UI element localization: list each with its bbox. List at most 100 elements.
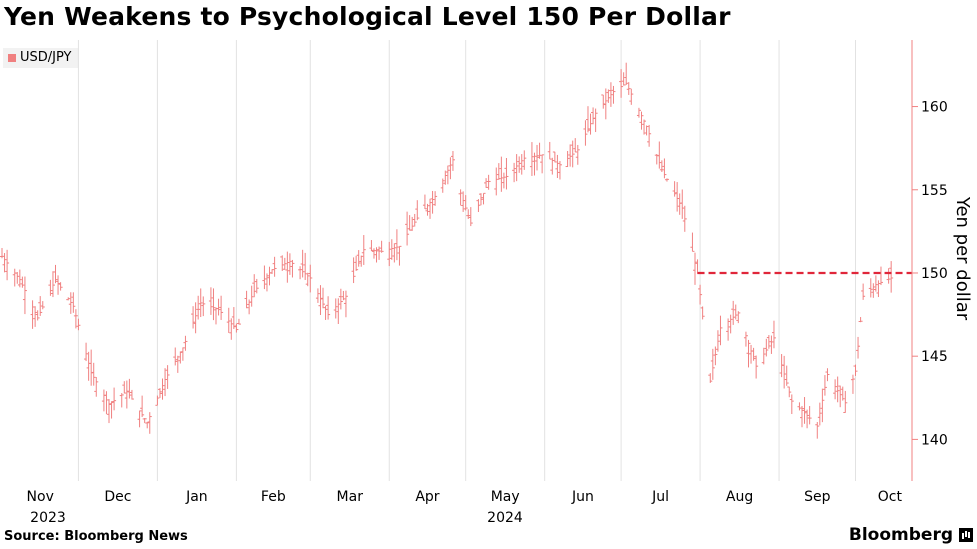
- price-bar: [466, 209, 471, 220]
- price-bar: [234, 323, 239, 333]
- price-bar: [805, 409, 810, 429]
- price-bar: [198, 288, 203, 318]
- x-tick-label: Jan: [185, 489, 208, 505]
- price-bar: [708, 373, 713, 383]
- price-bar: [532, 152, 537, 176]
- price-bar: [356, 250, 361, 267]
- price-bar: [448, 157, 453, 180]
- price-bar: [815, 422, 820, 439]
- price-bar: [751, 347, 756, 361]
- price-bar: [180, 347, 185, 361]
- price-bar: [461, 191, 466, 212]
- price-bar: [369, 240, 374, 252]
- price-bar: [570, 140, 575, 168]
- price-bar: [183, 335, 188, 351]
- price-bar: [303, 252, 308, 280]
- price-bar: [425, 203, 430, 216]
- price-bar: [611, 85, 616, 104]
- price-bar: [568, 144, 573, 167]
- price-bar: [733, 304, 738, 320]
- price-bar: [445, 165, 450, 185]
- price-bar: [354, 255, 359, 271]
- brand-name: Bloomberg: [848, 525, 953, 545]
- price-bar: [540, 154, 545, 174]
- price-bar: [333, 298, 338, 319]
- price-bar: [12, 268, 17, 287]
- price-bar: [501, 172, 506, 189]
- price-bar: [743, 331, 748, 347]
- price-bar: [833, 379, 838, 400]
- price-bar: [766, 335, 771, 349]
- price-bar: [450, 151, 455, 171]
- price-bar: [680, 189, 685, 219]
- price-bar: [856, 336, 861, 359]
- price-bar: [629, 88, 634, 105]
- price-bar: [173, 347, 178, 366]
- price-bar: [639, 111, 644, 130]
- y-tick-label: 150: [921, 266, 948, 282]
- x-tick-label: Aug: [726, 489, 753, 505]
- price-bar: [565, 150, 570, 168]
- price-bar: [861, 283, 866, 300]
- price-bar: [89, 349, 94, 386]
- legend: USD/JPY: [3, 48, 78, 68]
- price-bar: [789, 394, 794, 415]
- y-tick-label: 155: [921, 183, 948, 199]
- price-bar: [677, 193, 682, 215]
- series-usd-jpy: [0, 62, 894, 439]
- price-bar: [389, 239, 394, 260]
- price-bar: [193, 302, 198, 334]
- price-bar: [478, 193, 483, 206]
- price-bar: [361, 235, 366, 265]
- price-bar: [715, 330, 720, 352]
- price-bar: [754, 355, 759, 379]
- price-bar: [231, 307, 236, 330]
- price-bar: [142, 418, 147, 424]
- price-bar: [163, 368, 168, 397]
- price-bar: [443, 170, 448, 185]
- price-bar: [129, 389, 134, 400]
- price-bar: [318, 285, 323, 315]
- price-bar: [710, 348, 715, 380]
- price-bar: [504, 158, 509, 190]
- price-bar: [517, 156, 522, 173]
- x-tick-label: Jul: [651, 489, 669, 505]
- price-bar: [784, 365, 789, 386]
- price-bar: [387, 241, 392, 267]
- price-bar: [608, 82, 613, 107]
- price-bar: [101, 389, 106, 412]
- price-bar: [692, 252, 697, 285]
- price-bar: [379, 240, 384, 253]
- price-bar: [262, 265, 267, 290]
- price-bar: [601, 94, 606, 109]
- price-bar: [675, 182, 680, 212]
- price-bar: [858, 317, 863, 323]
- price-bar: [140, 395, 145, 418]
- price-bar: [155, 395, 160, 406]
- y-tick-label: 140: [921, 432, 948, 448]
- price-bar: [458, 189, 463, 206]
- price-bar: [672, 181, 677, 197]
- price-bar: [619, 69, 624, 98]
- x-tick-label: Jun: [571, 489, 594, 505]
- price-bar: [769, 335, 774, 354]
- price-bar: [137, 410, 142, 428]
- price-bar: [53, 264, 58, 284]
- x-year-label: 2024: [487, 510, 523, 526]
- price-bar: [731, 300, 736, 325]
- price-bar: [486, 174, 491, 190]
- legend-label: USD/JPY: [20, 50, 72, 65]
- price-bar: [868, 278, 873, 298]
- price-bar: [662, 158, 667, 179]
- price-bar: [799, 405, 804, 428]
- y-tick-label: 160: [921, 100, 948, 116]
- price-bar: [305, 272, 310, 287]
- price-bar: [496, 163, 501, 180]
- price-bar: [147, 412, 152, 434]
- price-bar: [659, 160, 664, 172]
- price-bar: [514, 154, 519, 182]
- price-bar: [229, 318, 234, 340]
- price-bar: [797, 402, 802, 411]
- x-tick-label: Oct: [878, 489, 903, 505]
